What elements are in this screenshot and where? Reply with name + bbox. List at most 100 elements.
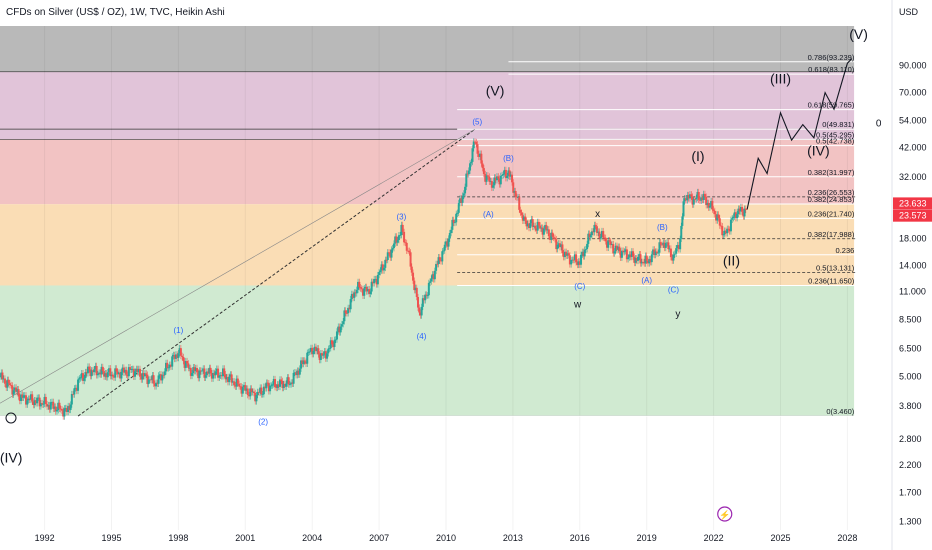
candle [250,388,253,393]
candle [353,292,356,298]
candle [426,295,429,297]
wave-label: x [595,209,600,220]
fib-label: 0.382(24.853) [808,195,855,204]
candle [292,372,295,384]
candle [91,370,94,373]
candle [86,366,89,374]
candle [271,384,274,386]
time-tick: 2004 [302,533,322,543]
candle [613,251,616,254]
candle [520,212,523,216]
candle [507,170,510,176]
candle [160,374,163,381]
candle [70,394,73,405]
candle [658,242,661,253]
candle [274,379,277,388]
candle [203,368,206,378]
candle [400,224,403,236]
candle [156,382,159,384]
candle [39,403,42,407]
candle [20,394,23,401]
candle [272,379,275,385]
candle [629,254,632,257]
candle [630,251,633,257]
candle [307,351,310,353]
candle [333,339,336,347]
candle [141,373,144,380]
candle [561,244,564,254]
candle [116,371,119,375]
candle [62,410,65,417]
candle [614,245,617,252]
candle [562,253,565,258]
candle [309,347,312,352]
candle [431,274,434,279]
fib-label: 0.5(13.131) [816,264,855,273]
candle [696,192,699,198]
candle [342,321,345,325]
candle [546,229,549,231]
candle [501,175,504,176]
candle [376,275,379,285]
candle [394,236,397,244]
candle [604,237,607,242]
candle [381,264,384,271]
candle [707,202,710,208]
candle [131,368,134,370]
candle [375,279,378,285]
candle [264,386,267,389]
candle [2,378,5,380]
candle [163,371,166,376]
candle [248,395,251,397]
candle [135,368,138,372]
candle [222,368,224,377]
candle [54,406,57,412]
candle [184,361,187,368]
candle [690,194,693,197]
candle [627,257,630,260]
candle [94,365,97,370]
wave-label: (B) [503,154,514,163]
candle [293,372,296,374]
candle [582,251,585,257]
candle [126,374,129,377]
candle [617,246,620,250]
candle [167,367,170,369]
candle [570,260,573,265]
candle [352,293,355,298]
candle [266,382,269,384]
candle [532,225,535,227]
candle [78,378,81,380]
candle [605,241,608,248]
candle [153,383,156,387]
candle [252,391,255,393]
candle [124,369,127,373]
candle [648,259,651,264]
candle [238,383,241,387]
wave-label: (3) [397,213,407,222]
candle [246,388,249,396]
candle [349,299,352,310]
candle [90,370,93,377]
candle [317,348,320,355]
candle [526,223,529,227]
candle [104,373,107,377]
candle [726,228,729,234]
candle [286,377,289,384]
candle [640,261,643,264]
candle [93,369,96,373]
candle [523,216,526,221]
candle [165,362,168,372]
candle [413,280,416,291]
candle [114,368,117,378]
candle [508,170,511,177]
candle [210,373,213,379]
candle [41,403,44,405]
candle [499,175,502,185]
wave-labels: (IV) (V) (V) (III) (IV) (I) (II) x w y (1) (2) (3) (4… [0,26,882,465]
candle [653,249,656,256]
candle [506,175,509,179]
candle [112,376,115,378]
candle [698,199,701,201]
